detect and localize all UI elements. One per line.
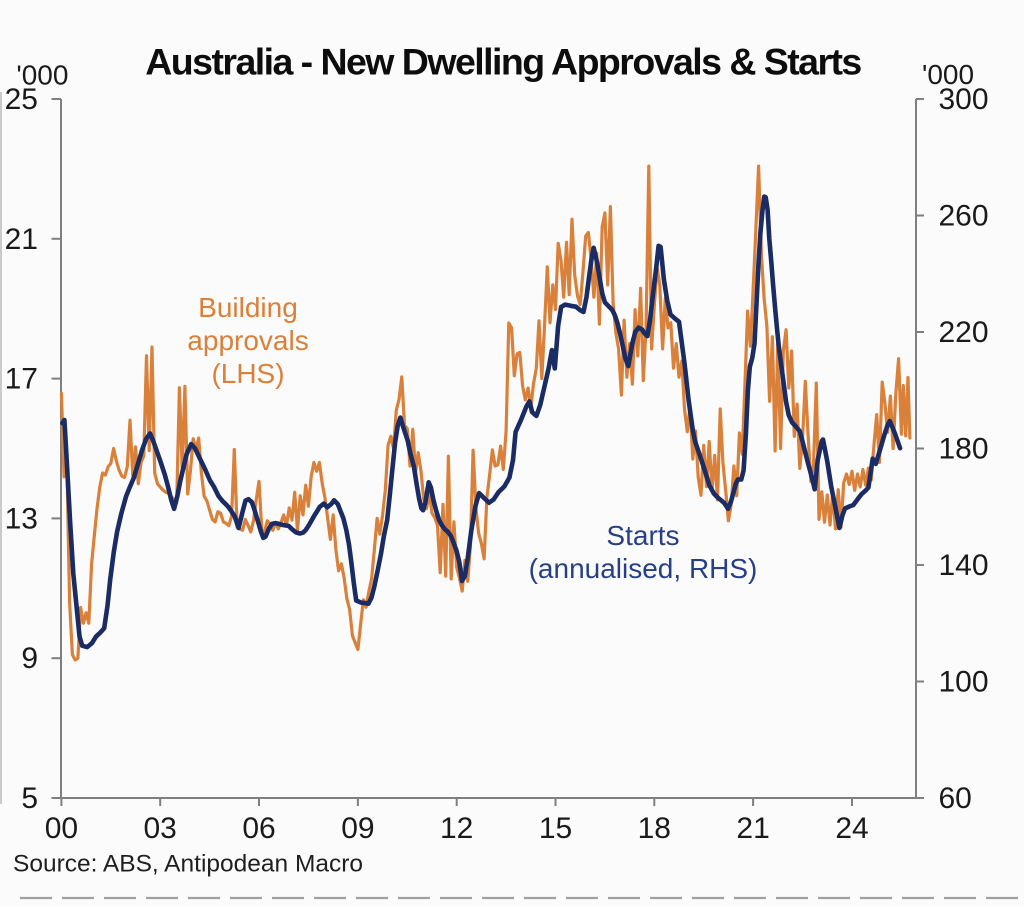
svg-text:Building: Building [198,292,298,323]
svg-text:Australia - New Dwelling Appro: Australia - New Dwelling Approvals & Sta… [145,41,861,83]
svg-text:18: 18 [638,812,671,845]
svg-text:12: 12 [440,812,473,845]
svg-text:15: 15 [539,812,572,845]
svg-text:21: 21 [5,223,38,256]
svg-text:03: 03 [144,812,177,845]
svg-text:17: 17 [5,363,38,396]
svg-text:13: 13 [5,502,38,535]
svg-text:300: 300 [939,83,989,116]
svg-text:Source: ABS, Antipodean Macro: Source: ABS, Antipodean Macro [13,851,363,878]
svg-text:approvals: approvals [187,325,308,356]
svg-text:'000: '000 [922,59,974,90]
svg-text:140: 140 [939,549,989,582]
svg-text:(LHS): (LHS) [211,358,284,389]
svg-text:Starts: Starts [606,520,679,551]
svg-text:5: 5 [21,782,38,815]
svg-text:260: 260 [939,200,989,233]
svg-text:180: 180 [939,433,989,466]
svg-text:100: 100 [939,666,989,699]
svg-text:9: 9 [21,642,38,675]
svg-text:'000: '000 [16,60,68,91]
svg-text:220: 220 [939,316,989,349]
svg-text:21: 21 [736,812,769,845]
svg-text:24: 24 [835,812,868,845]
svg-text:09: 09 [341,812,374,845]
svg-text:60: 60 [939,782,972,815]
svg-text:(annualised, RHS): (annualised, RHS) [529,553,758,584]
svg-text:06: 06 [242,812,275,845]
svg-text:25: 25 [5,83,38,116]
svg-text:00: 00 [45,812,78,845]
